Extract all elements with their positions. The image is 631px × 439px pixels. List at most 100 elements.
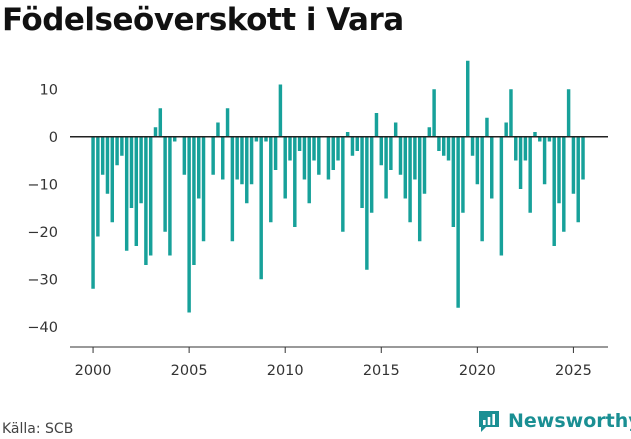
bar xyxy=(336,136,340,161)
bar xyxy=(581,136,585,180)
bar xyxy=(542,136,547,185)
bar xyxy=(221,136,225,180)
bar xyxy=(470,136,475,156)
chart-title: Födelseöverskott i Vara xyxy=(2,2,404,38)
bar xyxy=(197,136,201,199)
y-tick-label: −10 xyxy=(27,177,58,193)
bar xyxy=(393,122,398,137)
bar xyxy=(216,122,220,137)
bar xyxy=(172,136,177,142)
bar xyxy=(504,122,508,137)
bar xyxy=(365,136,369,270)
bar xyxy=(297,136,302,151)
bar xyxy=(403,136,408,199)
bar xyxy=(240,136,244,185)
bar xyxy=(134,136,139,246)
source-label: Källa: SCB xyxy=(2,421,74,437)
bar xyxy=(528,136,532,213)
brand[interactable]: Newsworthy xyxy=(476,408,631,434)
bar xyxy=(480,136,484,242)
y-tick-label: 10 xyxy=(40,82,58,98)
bar xyxy=(523,136,528,161)
bar xyxy=(461,136,465,213)
bar xyxy=(355,136,359,151)
bar xyxy=(350,136,355,156)
bar xyxy=(417,136,422,242)
bar xyxy=(100,136,105,175)
bar xyxy=(283,136,287,199)
bar xyxy=(148,136,153,256)
newsworthy-logo-icon xyxy=(479,411,499,432)
bar xyxy=(307,136,311,204)
y-tick-label: 0 xyxy=(49,130,58,146)
bar xyxy=(547,136,552,142)
bar xyxy=(273,136,278,170)
bar xyxy=(398,136,403,175)
bar xyxy=(360,136,364,208)
bar xyxy=(432,89,436,137)
bar xyxy=(293,136,297,227)
bar xyxy=(129,136,134,208)
bar xyxy=(441,136,446,156)
bar xyxy=(341,136,345,232)
bar xyxy=(499,136,504,256)
bar xyxy=(557,136,561,204)
bar xyxy=(259,136,263,280)
bar xyxy=(302,136,307,180)
bar xyxy=(110,136,114,223)
bar xyxy=(490,136,494,199)
bar xyxy=(120,136,124,156)
bar xyxy=(552,136,556,246)
bar xyxy=(168,136,172,256)
bar xyxy=(187,136,191,313)
bar xyxy=(230,136,235,242)
bar xyxy=(91,136,95,289)
bar xyxy=(105,136,110,194)
bar xyxy=(331,136,335,170)
bar xyxy=(509,89,513,137)
x-axis: 2000 2005 2010 2015 2020 2025 xyxy=(75,347,592,379)
bar xyxy=(374,113,379,137)
bar xyxy=(144,136,148,265)
x-tick-label: 2020 xyxy=(459,363,496,379)
bar xyxy=(384,136,388,199)
bar xyxy=(538,136,542,142)
bar xyxy=(124,136,129,251)
bar xyxy=(518,136,523,189)
bar xyxy=(533,132,537,137)
bar xyxy=(96,136,100,237)
bar xyxy=(345,132,350,137)
bar xyxy=(562,136,566,232)
bar xyxy=(446,136,451,161)
bar xyxy=(566,89,571,137)
bar xyxy=(182,136,187,175)
bar xyxy=(475,136,480,185)
y-tick-label: −40 xyxy=(27,320,58,336)
bars-group xyxy=(91,60,585,313)
bar xyxy=(576,136,580,223)
x-tick-label: 2000 xyxy=(75,363,112,379)
bar xyxy=(211,136,215,175)
bar xyxy=(413,136,417,180)
bar xyxy=(514,136,518,161)
bar xyxy=(312,136,316,161)
bar xyxy=(317,136,321,175)
bar xyxy=(115,136,119,166)
bar xyxy=(201,136,206,242)
bar xyxy=(235,136,239,180)
bar xyxy=(288,136,292,161)
bar xyxy=(278,84,283,137)
bar xyxy=(245,136,249,204)
bar xyxy=(466,60,470,137)
bar xyxy=(422,136,427,194)
bar xyxy=(139,136,143,204)
bar xyxy=(485,117,489,137)
bar xyxy=(158,108,163,137)
bar xyxy=(456,136,460,308)
y-axis: 10 0 −10 −20 −30 −40 xyxy=(27,82,58,336)
x-tick-label: 2005 xyxy=(171,363,208,379)
bar xyxy=(326,136,331,180)
bar xyxy=(427,127,432,137)
bar xyxy=(254,136,259,142)
